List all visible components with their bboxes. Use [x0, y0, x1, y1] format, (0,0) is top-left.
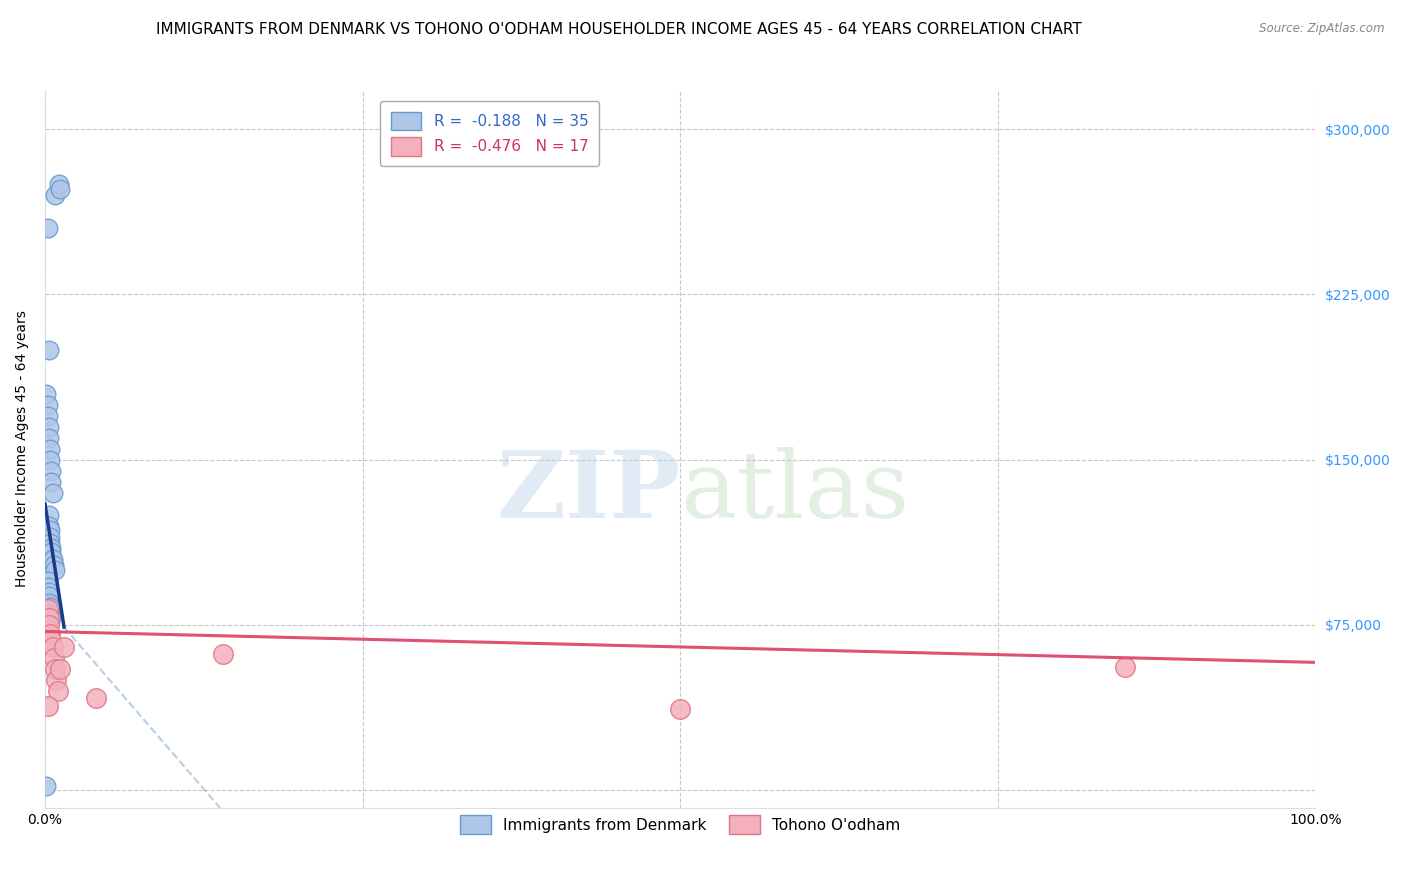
- Point: [45, 673, 67, 687]
- Point: [39, 442, 62, 456]
- Point: [35, 386, 58, 401]
- Point: [37, 699, 59, 714]
- Point: [37, 602, 59, 616]
- Point: [669, 701, 692, 715]
- Point: [39, 452, 62, 467]
- Point: [42, 558, 65, 573]
- Point: [39, 536, 62, 550]
- Point: [38, 618, 60, 632]
- Point: [44, 662, 66, 676]
- Point: [39, 530, 62, 544]
- Point: [42, 651, 65, 665]
- Point: [35, 779, 58, 793]
- Point: [38, 508, 60, 522]
- Point: [44, 563, 66, 577]
- Point: [39, 607, 62, 621]
- Point: [38, 596, 60, 610]
- Point: [38, 585, 60, 599]
- Point: [41, 545, 63, 559]
- Point: [37, 409, 59, 423]
- Point: [39, 600, 62, 615]
- Point: [41, 611, 63, 625]
- Y-axis label: Householder Income Ages 45 - 64 years: Householder Income Ages 45 - 64 years: [15, 310, 30, 587]
- Point: [37, 574, 59, 588]
- Point: [53, 640, 76, 654]
- Point: [49, 182, 72, 196]
- Point: [41, 551, 63, 566]
- Point: [38, 518, 60, 533]
- Text: IMMIGRANTS FROM DENMARK VS TOHONO O'ODHAM HOUSEHOLDER INCOME AGES 45 - 64 YEARS : IMMIGRANTS FROM DENMARK VS TOHONO O'ODHA…: [156, 22, 1081, 37]
- Point: [38, 431, 60, 445]
- Point: [1114, 659, 1136, 673]
- Point: [38, 589, 60, 603]
- Point: [46, 684, 69, 698]
- Point: [35, 618, 58, 632]
- Point: [38, 611, 60, 625]
- Text: Source: ZipAtlas.com: Source: ZipAtlas.com: [1260, 22, 1385, 36]
- Point: [37, 398, 59, 412]
- Point: [211, 647, 233, 661]
- Point: [41, 485, 63, 500]
- Point: [39, 523, 62, 537]
- Point: [41, 541, 63, 555]
- Point: [48, 178, 70, 192]
- Legend: Immigrants from Denmark, Tohono O'odham: Immigrants from Denmark, Tohono O'odham: [451, 806, 910, 843]
- Point: [84, 690, 107, 705]
- Point: [41, 640, 63, 654]
- Point: [41, 633, 63, 648]
- Point: [44, 188, 66, 202]
- Point: [39, 626, 62, 640]
- Point: [37, 581, 59, 595]
- Point: [38, 419, 60, 434]
- Point: [37, 221, 59, 235]
- Text: atlas: atlas: [681, 447, 910, 537]
- Point: [41, 475, 63, 489]
- Text: ZIP: ZIP: [496, 447, 681, 537]
- Point: [41, 464, 63, 478]
- Point: [38, 343, 60, 357]
- Point: [49, 662, 72, 676]
